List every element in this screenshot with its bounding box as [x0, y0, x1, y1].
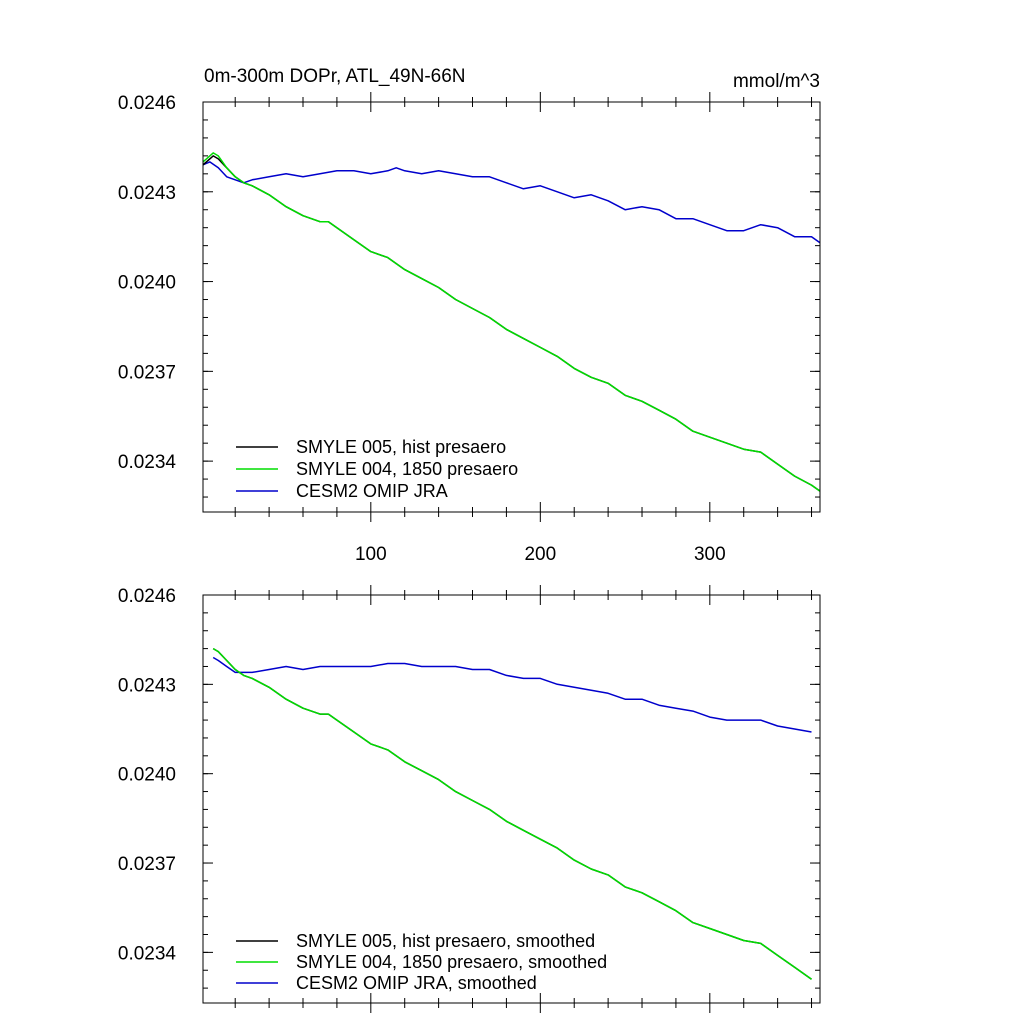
legend-label: SMYLE 004, 1850 presaero [296, 459, 518, 479]
y-tick-label: 0.0234 [118, 943, 177, 964]
legend-label: CESM2 OMIP JRA, smoothed [296, 973, 537, 993]
bottom-panel-y-tick-labels: 0.0246 0.0243 0.0240 0.0237 0.0234 [118, 586, 177, 964]
x-tick-label: 100 [355, 544, 387, 565]
top-panel-title: 0m-300m DOPr, ATL_49N-66N [204, 66, 466, 87]
top-panel-units: mmol/m^3 [733, 71, 820, 92]
series-line-3 [202, 161, 821, 244]
legend-label: SMYLE 005, hist presaero [296, 437, 506, 457]
y-tick-label: 0.0234 [118, 452, 177, 473]
top-panel-x-tick-labels: 100 200 300 [355, 544, 726, 565]
series-line-3 [212, 656, 812, 733]
y-tick-label: 0.0237 [118, 854, 176, 875]
y-tick-label: 0.0246 [118, 586, 176, 607]
bottom-panel: 0.0246 0.0243 0.0240 0.0237 0.0234 SMYLE 005… [118, 585, 821, 1013]
top-panel-series [202, 152, 821, 492]
top-panel-y-tick-labels: 0.0246 0.0243 0.0240 0.0237 0.0234 [118, 93, 177, 473]
legend-label: SMYLE 005, hist presaero, smoothed [296, 931, 595, 951]
x-tick-label: 300 [694, 544, 726, 565]
series-line-2 [202, 152, 821, 492]
legend-label: SMYLE 004, 1850 presaero, smoothed [296, 952, 607, 972]
y-tick-label: 0.0237 [118, 362, 176, 383]
bottom-panel-frame [202, 594, 821, 1004]
y-tick-label: 0.0243 [118, 675, 176, 696]
bottom-panel-legend: SMYLE 005, hist presaero, smoothedSMYLE … [236, 931, 607, 993]
y-tick-label: 0.0243 [118, 183, 176, 204]
series-line-2 [212, 647, 812, 980]
y-tick-label: 0.0240 [118, 273, 176, 294]
y-tick-label: 0.0246 [118, 93, 176, 114]
top-panel-frame [202, 101, 821, 513]
y-tick-label: 0.0240 [118, 765, 176, 786]
top-panel: 0m-300m DOPr, ATL_49N-66N mmol/m^3 0.024… [118, 66, 821, 565]
legend-label: CESM2 OMIP JRA [296, 481, 448, 501]
x-tick-label: 200 [524, 544, 556, 565]
bottom-panel-series [212, 647, 812, 980]
